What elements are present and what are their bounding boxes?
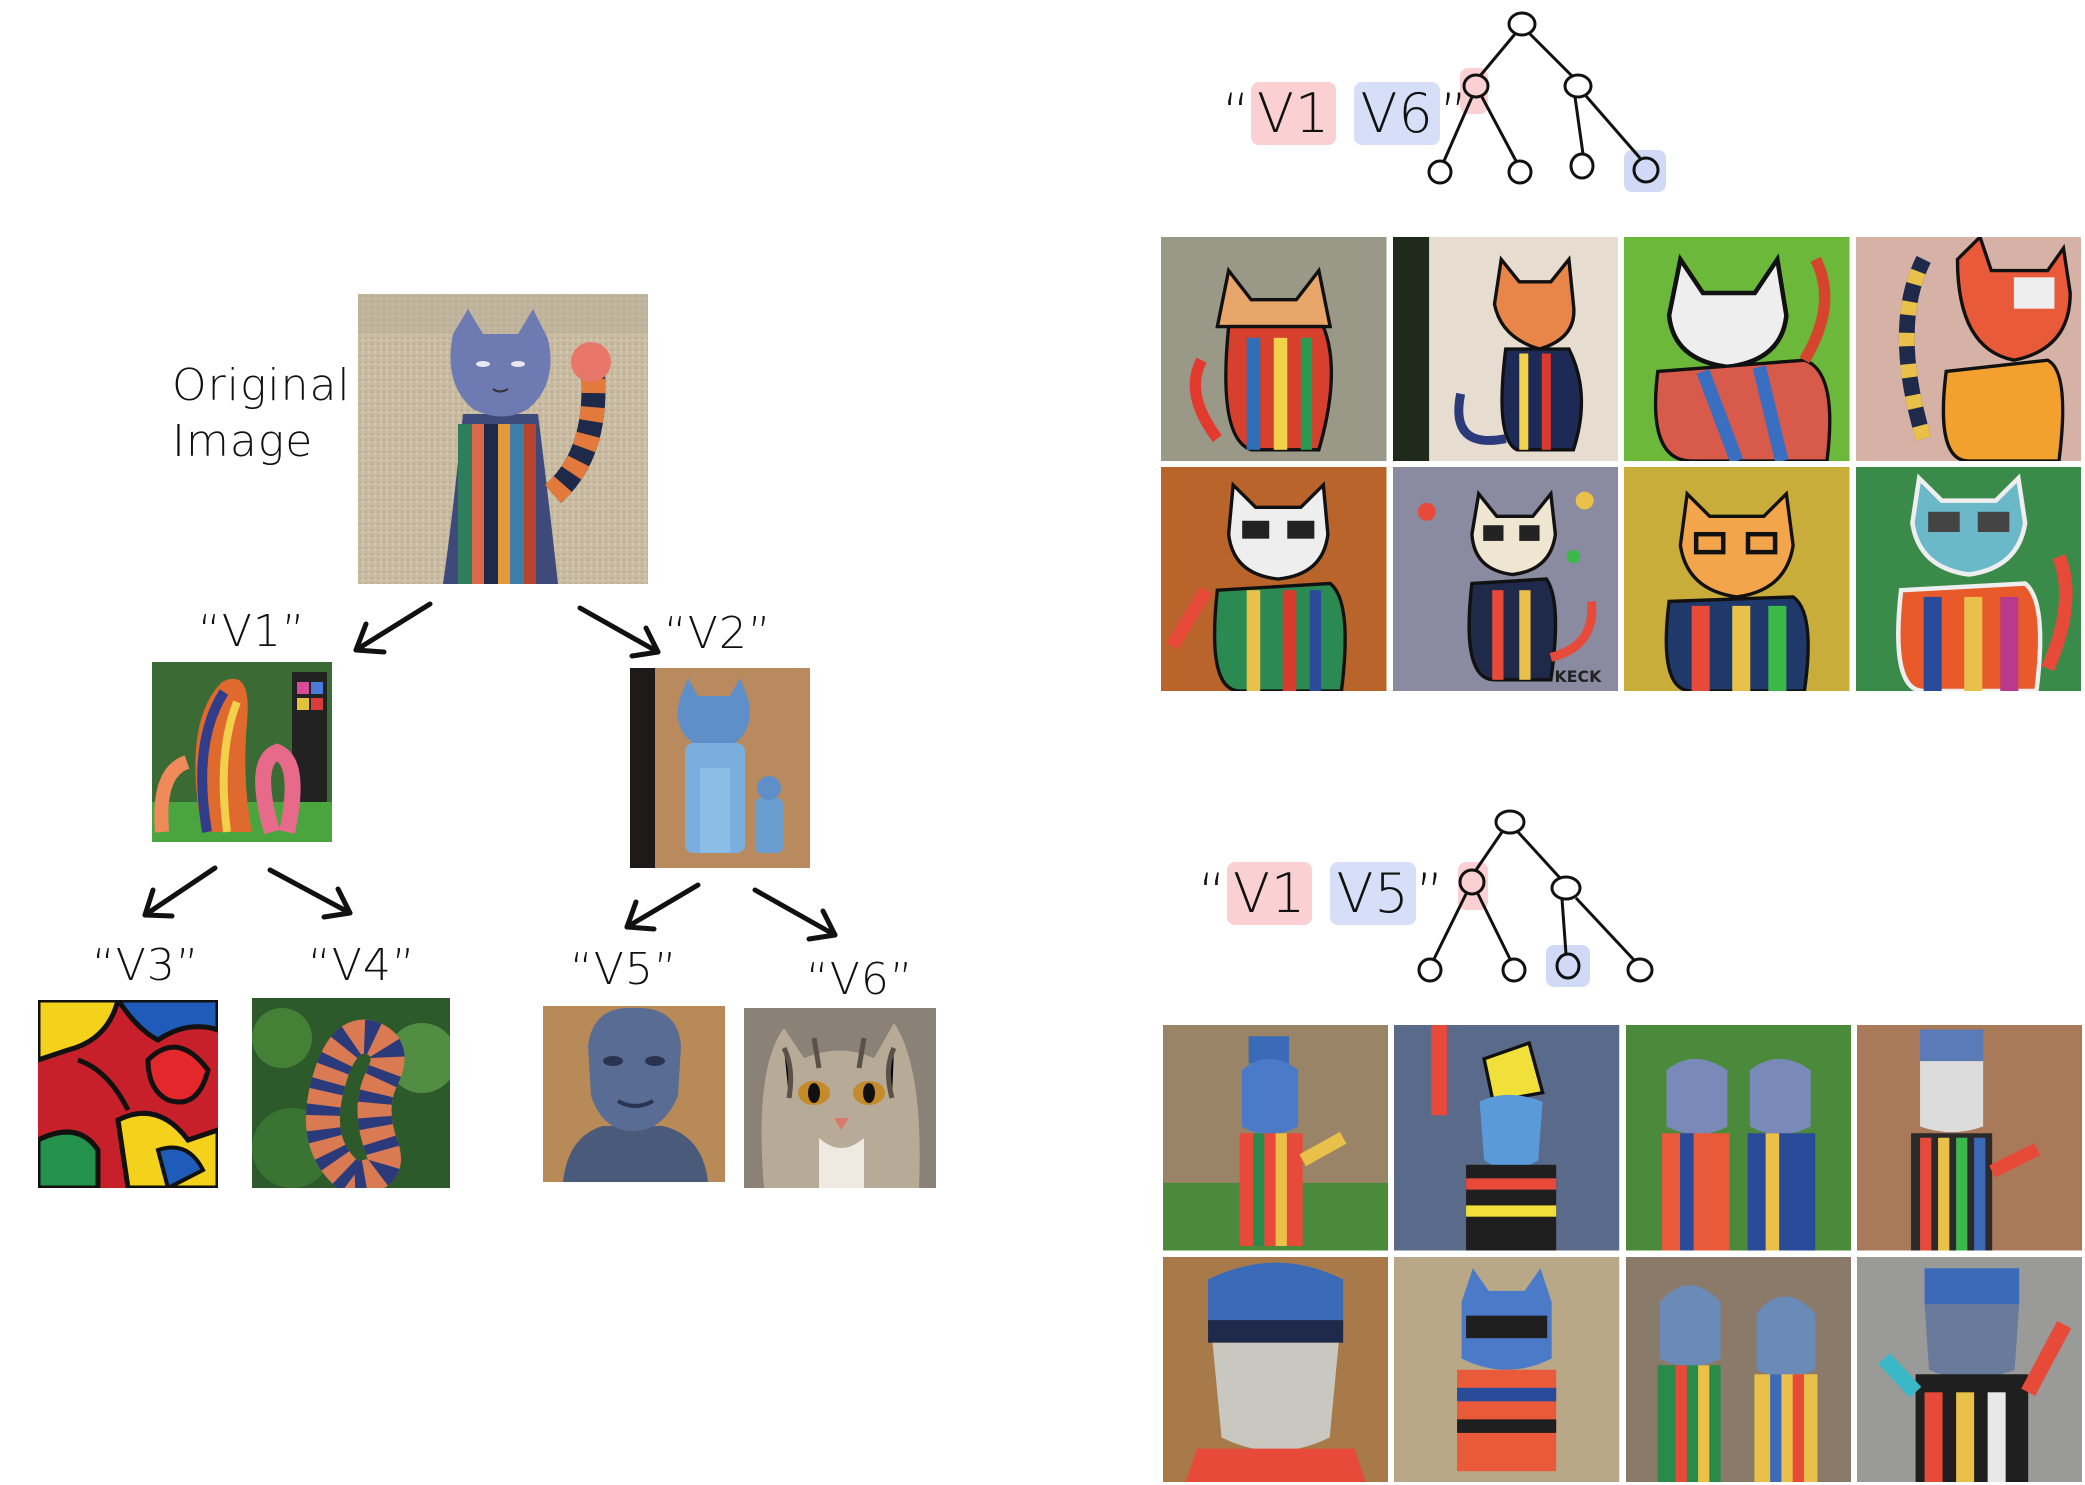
original-image-label: Original Image — [172, 360, 351, 467]
panel-top-prompt: “V1 V6” — [1222, 82, 1469, 145]
grid-top-image-3 — [1624, 237, 1850, 461]
grid-bottom-image-8 — [1856, 1256, 2082, 1482]
v3-label: “V3” — [92, 940, 200, 991]
token-v5: V5 — [1330, 862, 1416, 925]
v2-image — [630, 668, 810, 868]
watermark-keck: KECK — [1554, 667, 1602, 686]
v1-label: “V1” — [198, 606, 306, 657]
token-v6: V6 — [1354, 82, 1440, 145]
v6-label: “V6” — [806, 954, 914, 1005]
v6-image — [744, 1008, 936, 1188]
panel-bottom-prompt: “V1 V5” — [1198, 862, 1445, 925]
grid-top-image-1 — [1161, 237, 1387, 461]
v3-image — [38, 1000, 218, 1188]
grid-bottom-image-7 — [1625, 1256, 1851, 1482]
v5-image — [543, 1006, 725, 1182]
grid-top-image-6: KECK — [1392, 467, 1618, 691]
original-image — [358, 294, 648, 584]
grid-top-image-7 — [1624, 467, 1850, 691]
v1-image — [152, 662, 332, 842]
grid-top-image-5 — [1161, 467, 1387, 691]
grid-bottom-image-1 — [1163, 1025, 1389, 1251]
grid-top-image-2 — [1392, 237, 1618, 461]
v4-label: “V4” — [308, 940, 416, 991]
grid-bottom-image-5 — [1163, 1256, 1389, 1482]
v2-label: “V2” — [664, 608, 772, 659]
grid-bottom-image-2 — [1394, 1025, 1620, 1251]
grid-bottom-image-4 — [1856, 1025, 2082, 1251]
token-v1: V1 — [1226, 862, 1313, 925]
panel-top-image-grid: KECK — [1161, 237, 2081, 691]
v5-label: “V5” — [570, 944, 678, 995]
v4-image — [252, 998, 450, 1188]
panel-bottom-image-grid — [1163, 1025, 2082, 1482]
grid-top-image-8 — [1855, 467, 2081, 691]
grid-bottom-image-6 — [1394, 1256, 1620, 1482]
token-v1: V1 — [1250, 82, 1337, 145]
grid-top-image-4 — [1855, 237, 2081, 461]
grid-bottom-image-3 — [1625, 1025, 1851, 1251]
